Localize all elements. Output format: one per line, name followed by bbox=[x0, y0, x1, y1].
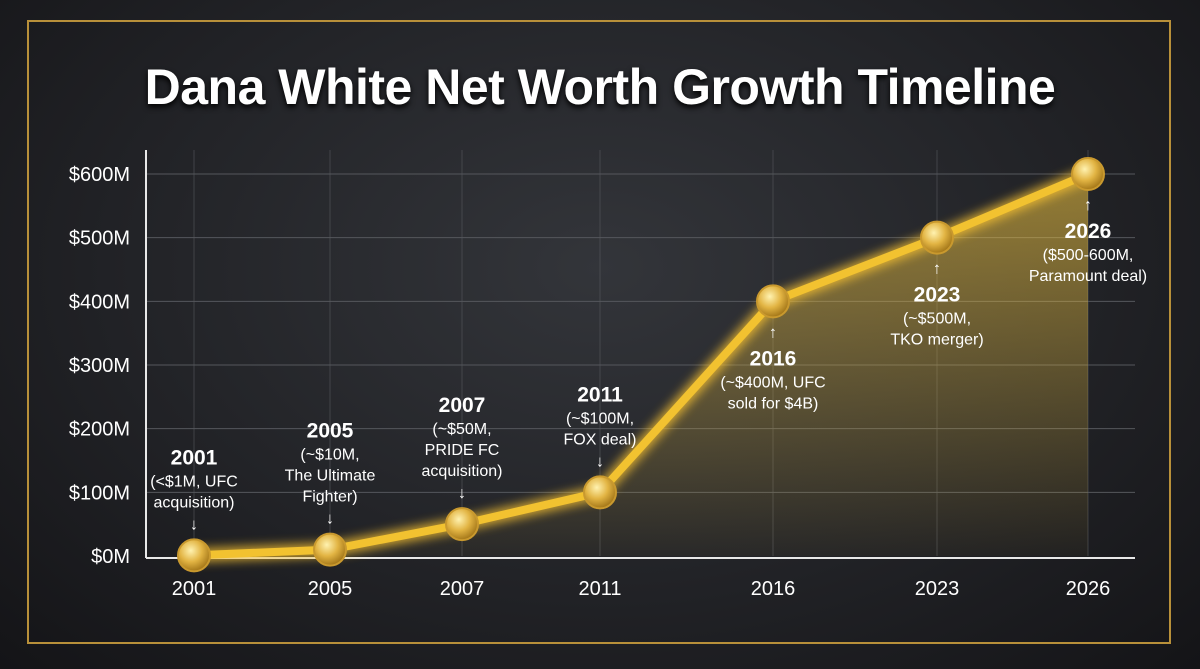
annotation-year: 2023 bbox=[914, 284, 961, 307]
annotation-text: (<$1M, UFC bbox=[150, 473, 238, 490]
annotation-year: 2001 bbox=[171, 446, 218, 469]
annotation-year: 2007 bbox=[439, 394, 486, 417]
y-tick-label: $500M bbox=[69, 228, 130, 250]
y-tick-label: $400M bbox=[69, 291, 130, 313]
annotation-year: 2016 bbox=[750, 347, 797, 370]
annotation-text: TKO merger) bbox=[890, 332, 983, 349]
annotation-text: acquisition) bbox=[422, 463, 503, 480]
x-tick-label: 2007 bbox=[440, 578, 485, 600]
annotation-text: (~$10M, bbox=[300, 447, 359, 464]
annotation-year: 2005 bbox=[307, 420, 354, 443]
arrow-down-icon: ↓ bbox=[596, 453, 604, 470]
x-tick-label: 2005 bbox=[308, 578, 353, 600]
y-tick-label: $600M bbox=[69, 164, 130, 186]
annotation-text: The Ultimate bbox=[285, 468, 376, 485]
annotation-year: 2011 bbox=[577, 383, 623, 406]
annotation-text: sold for $4B) bbox=[728, 395, 819, 412]
data-point-marker bbox=[756, 284, 790, 319]
arrow-down-icon: ↓ bbox=[190, 516, 198, 533]
annotation-text: Paramount deal) bbox=[1029, 268, 1147, 285]
arrow-up-icon: ↑ bbox=[933, 261, 941, 278]
x-tick-label: 2026 bbox=[1066, 578, 1111, 600]
data-point-marker bbox=[313, 532, 347, 567]
arrow-down-icon: ↓ bbox=[458, 485, 466, 502]
x-tick-label: 2016 bbox=[751, 578, 796, 600]
gold-frame bbox=[27, 20, 1171, 644]
y-tick-label: $300M bbox=[69, 355, 130, 377]
annotation-text: Fighter) bbox=[302, 489, 357, 506]
chart-title: Dana White Net Worth Growth Timeline bbox=[144, 59, 1056, 115]
y-tick-label: $200M bbox=[69, 419, 130, 441]
annotation-text: (~$400M, UFC bbox=[720, 374, 825, 391]
annotation-year: 2026 bbox=[1065, 220, 1112, 243]
annotation-text: (~$500M, bbox=[903, 311, 971, 328]
annotation-text: (~$100M, bbox=[566, 410, 634, 427]
data-point-marker bbox=[177, 538, 211, 573]
y-tick-label: $100M bbox=[69, 482, 130, 504]
annotation-text: ($500-600M, bbox=[1043, 247, 1134, 264]
x-tick-label: 2001 bbox=[172, 578, 217, 600]
annotation-text: PRIDE FC bbox=[425, 442, 500, 459]
annotation-text: acquisition) bbox=[154, 494, 235, 511]
annotation-text: FOX deal) bbox=[564, 431, 637, 448]
arrow-up-icon: ↑ bbox=[1084, 197, 1092, 214]
arrow-up-icon: ↑ bbox=[769, 324, 777, 341]
data-point-marker bbox=[583, 475, 617, 510]
annotation-text: (~$50M, bbox=[432, 421, 491, 438]
arrow-down-icon: ↓ bbox=[326, 511, 334, 528]
data-point-marker bbox=[920, 220, 954, 255]
data-point-marker bbox=[445, 507, 479, 542]
x-tick-label: 2023 bbox=[915, 578, 960, 600]
data-point-marker bbox=[1071, 157, 1105, 191]
x-tick-label: 2011 bbox=[578, 578, 621, 600]
y-tick-label: $0M bbox=[91, 546, 130, 568]
